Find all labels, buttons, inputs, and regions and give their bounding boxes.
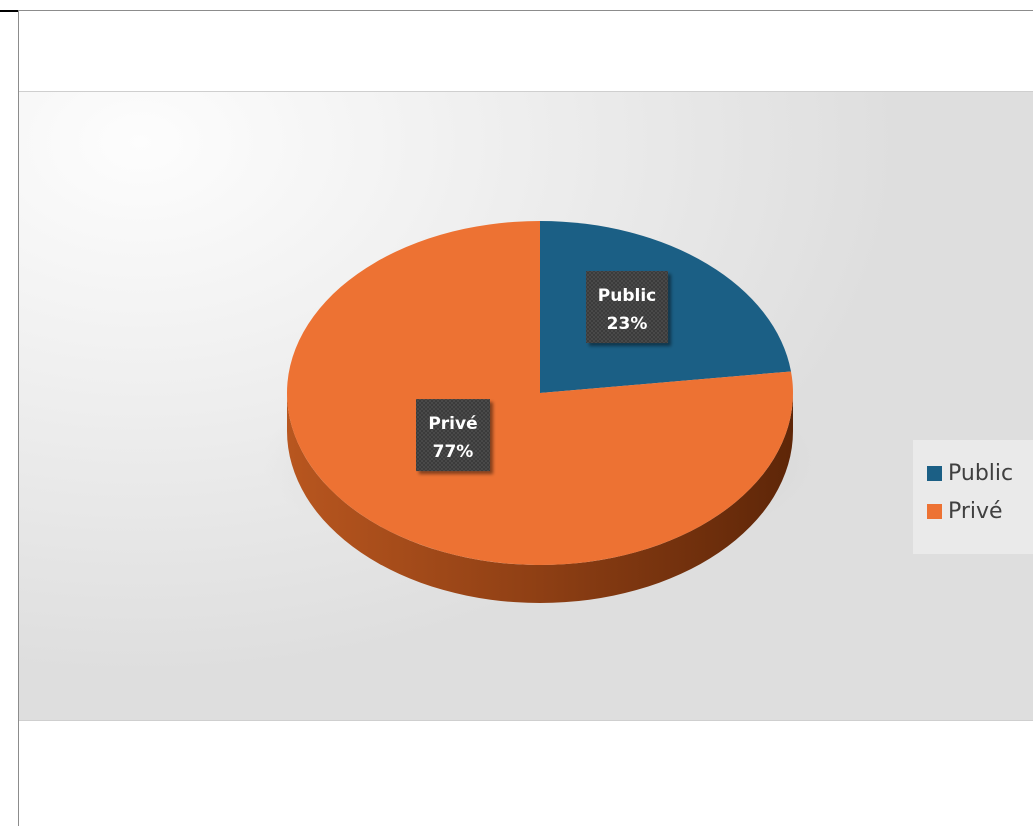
data-label-value-public: 23% <box>607 314 648 334</box>
legend-swatch-public <box>927 465 942 481</box>
legend-label-public: Public <box>948 460 1014 486</box>
pie-slice-prive <box>287 221 794 565</box>
data-label-name-prive: Privé <box>428 414 477 434</box>
data-label-name-public: Public <box>598 286 656 306</box>
data-label-box-prive <box>415 399 490 472</box>
legend-label-prive: Privé <box>948 498 1003 524</box>
data-label-public: Public 23% <box>586 271 669 344</box>
data-label-box-public <box>586 271 669 344</box>
data-label-prive: Privé 77% <box>415 399 490 472</box>
pie-side-wall <box>287 393 793 603</box>
legend-item-public: Public <box>927 454 1033 492</box>
chart-legend: Public Privé <box>913 440 1033 554</box>
chart-area: Public 23% Privé 77% Public Privé <box>19 91 1033 721</box>
top-rule <box>18 10 1033 11</box>
legend-item-prive: Privé <box>927 492 1033 530</box>
left-rule <box>18 10 19 826</box>
pie-chart: Public 23% Privé 77% <box>262 221 818 603</box>
corner-tick <box>0 10 18 12</box>
legend-swatch-prive <box>927 503 942 519</box>
data-label-value-prive: 77% <box>433 442 474 462</box>
